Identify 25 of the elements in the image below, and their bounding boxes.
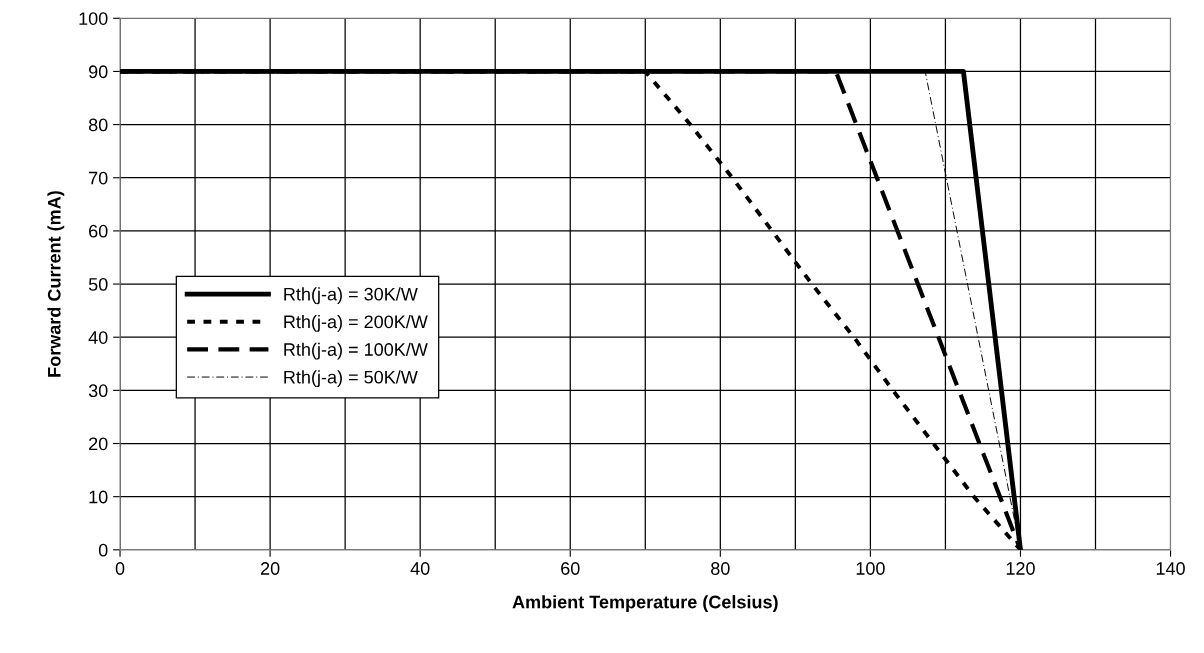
y-tick-label: 50 xyxy=(88,277,108,291)
legend-label: Rth(j-a) = 200K/W xyxy=(284,314,428,332)
legend-label: Rth(j-a) = 30K/W xyxy=(284,287,418,305)
y-tick-label: 90 xyxy=(89,65,108,79)
x-tick-label: 120 xyxy=(1006,562,1035,575)
x-tick-label: 80 xyxy=(711,562,730,575)
y-axis-title: Forward Current (mA) xyxy=(47,191,65,377)
y-tick-label: 20 xyxy=(89,437,108,451)
x-tick-label: 20 xyxy=(260,562,280,575)
x-axis-title: Ambient Temperature (Celsius) xyxy=(512,595,778,612)
y-tick-label: 60 xyxy=(89,224,108,238)
y-tick-label: 80 xyxy=(88,118,108,132)
y-tick-label: 100 xyxy=(79,12,108,25)
x-tick-label: 0 xyxy=(115,562,125,575)
y-tick-label: 40 xyxy=(88,331,108,344)
y-tick-label: 0 xyxy=(98,543,108,557)
y-tick-label: 70 xyxy=(89,171,108,185)
y-tick-label: 10 xyxy=(89,490,108,504)
x-tick-label: 60 xyxy=(561,562,580,575)
x-tick-label: 40 xyxy=(410,562,430,575)
legend-label: Rth(j-a) = 100K/W xyxy=(284,342,428,360)
legend-label: Rth(j-a) = 50K/W xyxy=(284,370,418,388)
y-tick-label: 30 xyxy=(88,384,108,398)
x-tick-label: 100 xyxy=(856,562,885,575)
x-tick-label: 140 xyxy=(1156,562,1185,575)
